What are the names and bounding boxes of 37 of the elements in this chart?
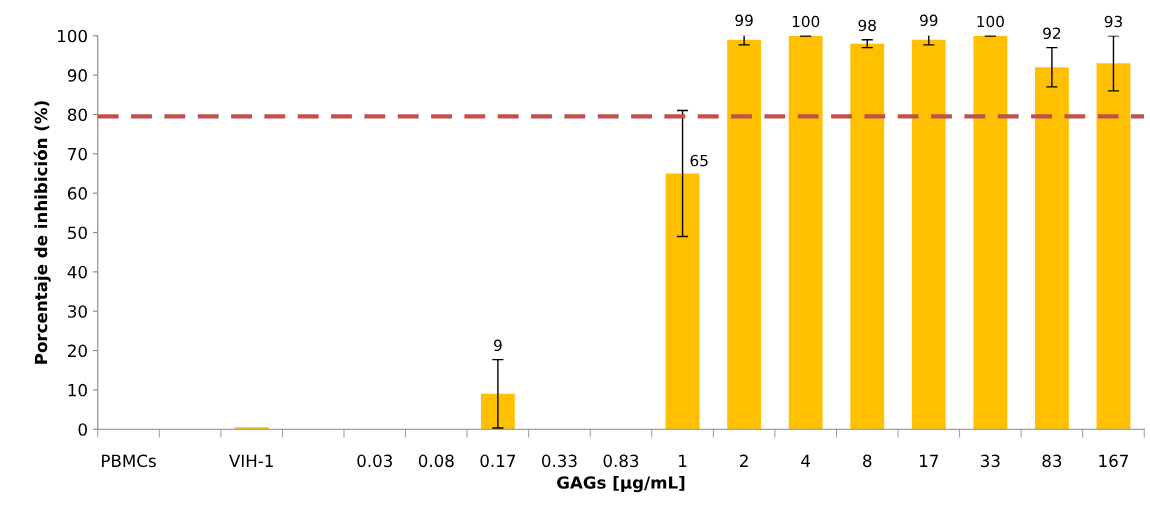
y-tick-label: 80 [67,108,87,122]
y-tick-label: 90 [67,69,87,82]
data-label: 93 [1104,15,1122,28]
data-label: 98 [858,19,876,32]
x-tick-label: PBMCs [102,454,156,468]
x-tick-label: 1 [679,454,687,467]
y-tick-label: 0 [78,423,87,436]
data-label: 65 [690,154,708,167]
data-label: 92 [1043,27,1061,40]
data-label: 100 [977,15,1004,28]
x-tick-label: VIH-1 [229,454,273,467]
x-tick-label: 167 [1099,454,1128,468]
x-tick-label: 83 [1042,454,1062,468]
x-tick-label: 33 [981,454,1000,468]
x-tick-label: 0.33 [541,454,577,468]
y-tick-label: 60 [67,187,87,200]
data-label: 99 [920,14,938,27]
y-tick-label: 30 [68,305,87,318]
y-axis-title: Porcentaje de inhibición (%) [33,101,51,364]
y-tick-label: 100 [58,29,87,43]
y-tick-label: 10 [68,383,87,397]
x-tick-label: 0.17 [480,454,516,468]
x-tick-label: 8 [863,454,872,468]
x-tick-label: 17 [920,454,938,467]
x-tick-label: 2 [740,454,748,467]
x-tick-label: 0.03 [357,454,392,468]
x-axis-title: GAGs [µg/mL] [557,475,685,493]
x-tick-label: 0.83 [603,454,639,468]
x-tick-label: 0.08 [418,454,454,468]
y-tick-label: 20 [68,344,87,358]
data-label: 99 [735,14,753,27]
y-tick-label: 40 [67,265,87,279]
y-tick-label: 70 [68,147,87,161]
data-label: 9 [493,339,502,352]
x-tick-label: 4 [801,454,811,467]
y-tick-label: 50 [68,226,87,240]
data-label: 100 [792,15,820,28]
